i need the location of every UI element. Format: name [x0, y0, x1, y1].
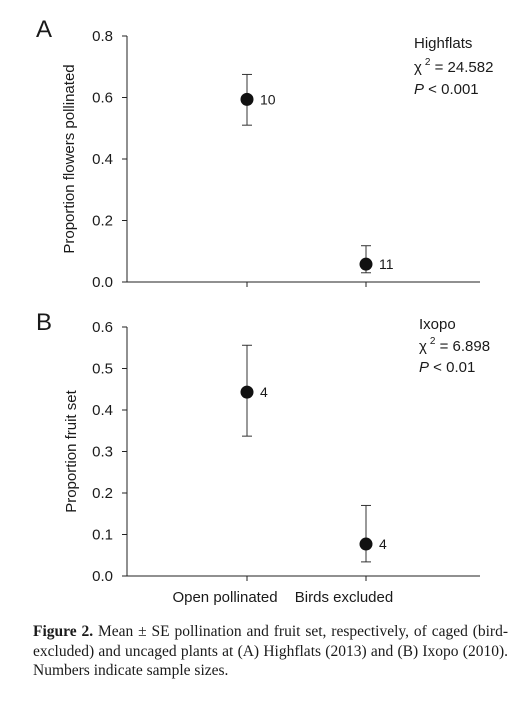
p-value-stat: P < 0.01	[419, 359, 475, 376]
data-point	[359, 537, 373, 551]
y-tick-label: 0.5	[92, 361, 113, 378]
y-tick-label: 0.4	[92, 402, 113, 419]
sample-size-label: 11	[379, 256, 394, 272]
y-tick-label: 0.2	[92, 485, 113, 502]
y-tick-label: 0.0	[92, 568, 113, 585]
data-point	[240, 385, 254, 399]
caption-label: Figure 2.	[33, 623, 94, 640]
sample-size-label: 4	[260, 384, 268, 400]
y-axis-title: Proportion flowers pollinated	[61, 64, 78, 253]
sample-size-label: 4	[379, 536, 387, 552]
figure: A 0.0 0.2 0.4 0.6 0.8 Proportion flowers polli…	[36, 16, 493, 606]
y-tick-label: 0.4	[92, 151, 113, 168]
y-tick-label: 0.1	[92, 527, 113, 544]
sample-size-label: 10	[260, 91, 276, 107]
panel-letter: B	[36, 309, 52, 336]
x-category-label: Birds excluded	[295, 589, 393, 606]
site-label: Ixopo	[419, 316, 456, 333]
y-tick-label: 0.6	[92, 319, 113, 336]
y-tick-label: 0.2	[92, 213, 113, 230]
data-point	[240, 92, 254, 106]
figure-caption: Figure 2. Mean ± SE pollination and frui…	[33, 622, 508, 681]
y-tick-label: 0.0	[92, 274, 113, 291]
y-tick-label: 0.8	[92, 28, 113, 45]
chart-panel-a: A 0.0 0.2 0.4 0.6 0.8 Proportion flowers polli…	[36, 16, 493, 291]
y-axis-title: Proportion fruit set	[63, 389, 80, 512]
chart-panel-b: B 0.0 0.1 0.2 0.3 0.4 0.5 0.6 Proportion fruit s…	[36, 309, 490, 585]
caption-text: Mean ± SE pollination and fruit set, res…	[33, 623, 508, 679]
y-tick-label: 0.6	[92, 90, 113, 107]
p-value-stat: P < 0.001	[414, 81, 479, 98]
data-point	[359, 257, 373, 271]
site-label: Highflats	[414, 35, 472, 52]
panel-letter: A	[36, 16, 52, 43]
y-tick-label: 0.3	[92, 444, 113, 461]
x-category-label: Open pollinated	[172, 589, 277, 606]
